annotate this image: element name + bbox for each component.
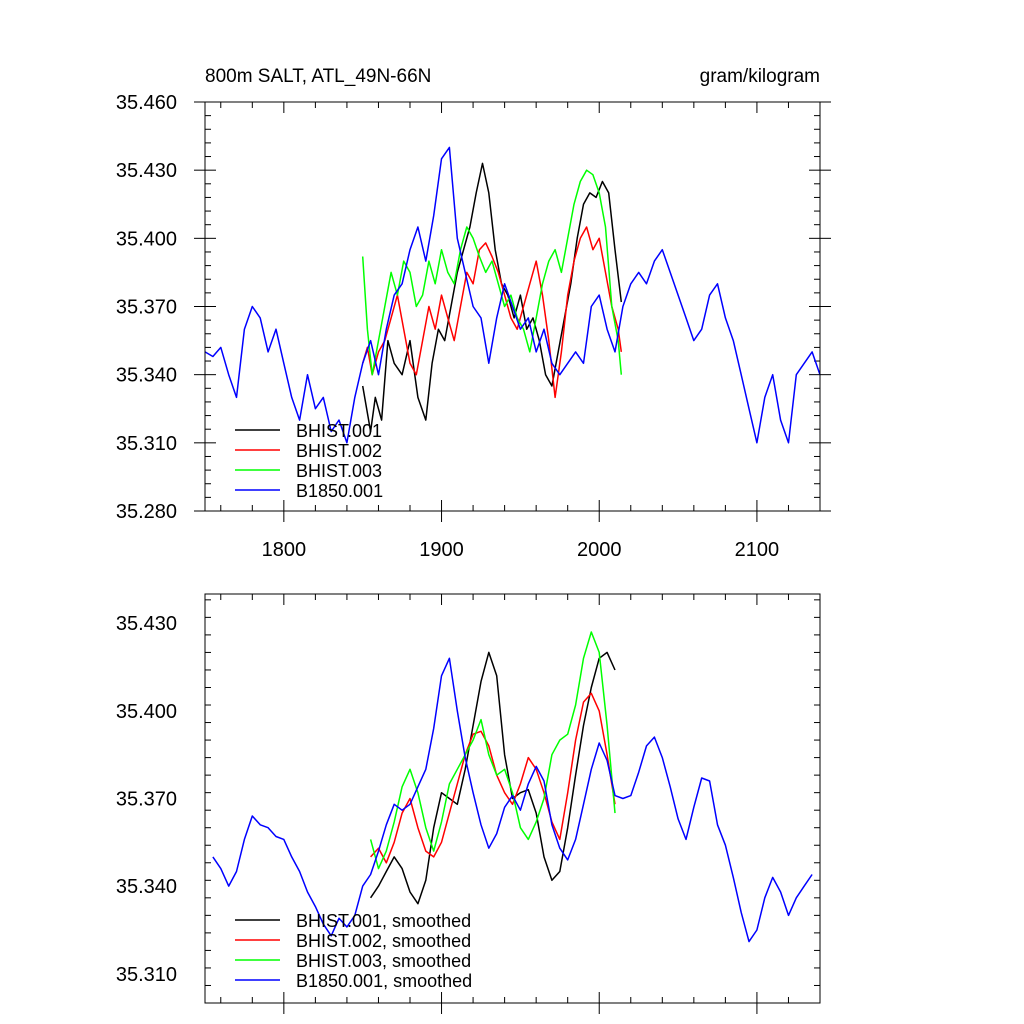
x-tick-label: 2000: [577, 539, 622, 561]
bottom-plot-frame: [204, 593, 821, 1004]
series-line-2: [361, 226, 623, 399]
bottom-series-lines: [212, 631, 813, 943]
y-tick-label: 35.280: [116, 501, 177, 523]
series-line-1: [369, 651, 616, 905]
x-tick-label: 1900: [419, 539, 464, 561]
legend-label: BHIST.002, smoothed: [296, 931, 471, 951]
top-series-lines: [204, 146, 821, 444]
y-tick-label: 35.310: [116, 964, 177, 986]
bottom-y-tick-labels: 35.430 35.400 35.370 35.340 35.310: [116, 613, 177, 986]
series-line-2: [370, 692, 616, 864]
bottom-panel: 35.430 35.400 35.370 35.340 35.310 BHIST.001…: [116, 593, 821, 1014]
top-plot-frame: [204, 101, 821, 512]
x-tick-label: 2100: [735, 539, 780, 561]
legend-label: B1850.001, smoothed: [296, 971, 472, 991]
series-line-3: [369, 631, 616, 870]
legend-label: BHIST.001: [296, 421, 382, 441]
x-tick-label: 1800: [262, 539, 307, 561]
y-tick-label: 35.400: [116, 701, 177, 723]
top-panel: 800m SALT, ATL_49N-66N gram/kilogram 35.…: [116, 66, 831, 561]
series-line-4: [212, 657, 813, 943]
series-line-4: [204, 146, 821, 444]
top-x-tick-labels: 1800 1900 2000 2100: [262, 539, 780, 561]
y-tick-label: 35.370: [116, 297, 177, 319]
legend-label: BHIST.003, smoothed: [296, 951, 471, 971]
top-chart-units: gram/kilogram: [700, 66, 820, 87]
y-tick-label: 35.460: [116, 92, 177, 114]
top-y-tick-labels: 35.460 35.430 35.400 35.370 35.340 35.310 35.2…: [116, 92, 177, 523]
y-tick-label: 35.340: [116, 876, 177, 898]
y-tick-label: 35.340: [116, 365, 177, 387]
y-tick-label: 35.370: [116, 789, 177, 811]
series-line-3: [361, 169, 623, 376]
y-tick-label: 35.430: [116, 160, 177, 182]
y-tick-label: 35.430: [116, 613, 177, 635]
legend-label: BHIST.003: [296, 461, 382, 481]
top-chart-title: 800m SALT, ATL_49N-66N: [205, 66, 431, 87]
legend-label: BHIST.001, smoothed: [296, 911, 471, 931]
legend-label: BHIST.002: [296, 441, 382, 461]
y-tick-label: 35.310: [116, 433, 177, 455]
y-tick-label: 35.400: [116, 228, 177, 250]
bottom-axis-ticks: [205, 594, 821, 1014]
legend-label: B1850.001: [296, 481, 383, 501]
